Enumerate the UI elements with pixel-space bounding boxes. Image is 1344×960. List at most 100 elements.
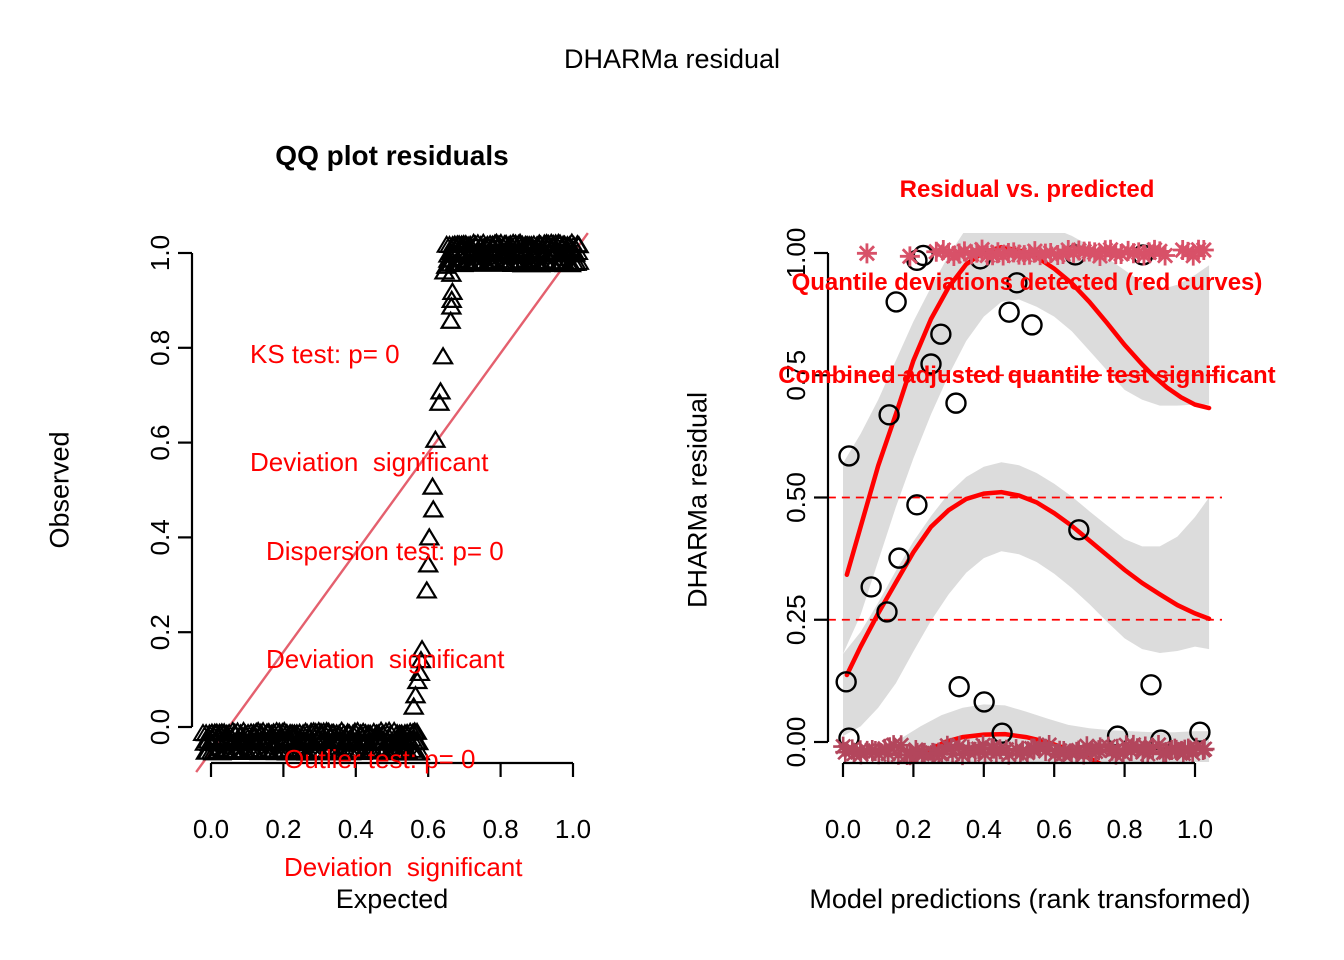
outlier-star bbox=[878, 743, 899, 764]
data-point-circle bbox=[860, 576, 882, 598]
right-y-tick-label: 0.00 bbox=[781, 717, 811, 768]
outlier-star bbox=[941, 737, 962, 758]
outlier-star bbox=[961, 244, 982, 265]
outlier-star bbox=[899, 246, 920, 267]
ci-ribbon-median-ci bbox=[843, 462, 1210, 737]
outlier-star bbox=[926, 241, 947, 262]
outlier-star bbox=[1111, 243, 1132, 264]
outlier-test-annotation: Outlier test: p= 0 Deviation significant bbox=[284, 669, 522, 957]
outlier-star bbox=[1132, 741, 1153, 762]
outlier-star bbox=[1058, 240, 1079, 261]
outlier-star bbox=[835, 742, 856, 763]
data-point-circle bbox=[838, 445, 860, 467]
qq-x-tick-label: 0.4 bbox=[338, 814, 374, 844]
outlier-star bbox=[973, 735, 994, 756]
qq-y-tick-label: 0.4 bbox=[145, 519, 175, 555]
outlier-star bbox=[1113, 743, 1134, 764]
outlier-star bbox=[1039, 735, 1060, 756]
outlier-star bbox=[1194, 739, 1215, 760]
outlier-star bbox=[1128, 242, 1149, 263]
outlier-star bbox=[1024, 738, 1045, 759]
outlier-star bbox=[1003, 242, 1024, 263]
outlier-star bbox=[1186, 737, 1207, 758]
outlier-star bbox=[1061, 743, 1082, 764]
smooth-curve-median-smooth bbox=[844, 489, 1212, 678]
qq-y-tick-label: 0.6 bbox=[145, 425, 175, 461]
data-point-circle bbox=[945, 392, 967, 414]
outlier-star bbox=[954, 241, 975, 262]
outlier-star bbox=[833, 736, 854, 757]
qq-y-axis-label: Observed bbox=[44, 431, 75, 549]
data-point-circle bbox=[885, 291, 907, 313]
outlier-star bbox=[1148, 734, 1169, 755]
qq-triangle-points bbox=[402, 249, 464, 715]
qq-reference-line bbox=[195, 232, 589, 773]
outlier-star bbox=[1063, 242, 1084, 263]
outlier-star bbox=[1193, 239, 1214, 260]
outlier-star bbox=[942, 743, 963, 764]
qq-x-tick-label: 1.0 bbox=[555, 814, 591, 844]
qq-y-tick-label: 0.0 bbox=[145, 709, 175, 745]
data-point-circle bbox=[888, 547, 910, 569]
outlier-star bbox=[1118, 240, 1139, 261]
dispersion-test-line-2: Deviation significant bbox=[266, 644, 505, 674]
right-x-tick-label: 0.6 bbox=[1036, 814, 1072, 844]
right-x-tick-label: 0.2 bbox=[895, 814, 931, 844]
residual-title-line-3: Combined adjusted quantile test signific… bbox=[778, 362, 1276, 389]
outlier-star bbox=[993, 245, 1014, 266]
ks-test-annotation: KS test: p= 0 Deviation significant bbox=[250, 264, 488, 552]
qq-y-tick-label: 0.8 bbox=[145, 330, 175, 366]
data-point-circle bbox=[1006, 272, 1028, 294]
outlier-star bbox=[949, 243, 970, 264]
outlier-star bbox=[1139, 242, 1160, 263]
qq-y-tick-label: 1.0 bbox=[145, 235, 175, 271]
right-x-tick-label: 0.4 bbox=[966, 814, 1002, 844]
outlier-star bbox=[1030, 245, 1051, 266]
data-point-circle bbox=[1021, 314, 1043, 336]
residual-title-line-2: Quantile deviations detected (red curves… bbox=[791, 269, 1263, 296]
outlier-test-line-1: Outlier test: p= 0 bbox=[284, 744, 476, 774]
right-y-tick-label: 1.00 bbox=[781, 228, 811, 279]
qq-x-tick-label: 0.2 bbox=[265, 814, 301, 844]
outlier-star bbox=[931, 743, 952, 764]
ks-test-line-2: Deviation significant bbox=[250, 447, 489, 477]
right-x-tick-label: 0.0 bbox=[825, 814, 861, 844]
qq-y-tick-label: 0.2 bbox=[145, 614, 175, 650]
outlier-star bbox=[998, 744, 1019, 765]
outlier-star bbox=[1155, 245, 1176, 266]
residual-x-axis-label: Model predictions (rank transformed) bbox=[809, 884, 1251, 914]
outlier-star bbox=[1133, 245, 1154, 266]
right-y-tick-label: 0.50 bbox=[781, 472, 811, 523]
outlier-star bbox=[966, 242, 987, 263]
data-point-circle bbox=[1140, 674, 1162, 696]
outlier-stars-bottom bbox=[833, 734, 1215, 766]
residual-plot-title: Residual vs. predicted Quantile deviatio… bbox=[730, 112, 1324, 453]
dispersion-test-annotation: Dispersion test: p= 0 Deviation signific… bbox=[266, 461, 504, 749]
outlier-star bbox=[1182, 743, 1203, 764]
data-point-circle bbox=[991, 722, 1013, 744]
outlier-star bbox=[938, 243, 959, 264]
outlier-star bbox=[1135, 736, 1156, 757]
qq-x-tick-label: 0.0 bbox=[193, 814, 229, 844]
outlier-stars-top bbox=[856, 239, 1214, 267]
qq-x-tick-label: 0.8 bbox=[483, 814, 519, 844]
data-point-circle bbox=[920, 353, 942, 375]
outlier-star bbox=[982, 245, 1003, 266]
qq-x-axis-label: Expected bbox=[335, 884, 449, 914]
data-point-circle bbox=[835, 671, 857, 693]
data-point-circle bbox=[878, 404, 900, 426]
outlier-star bbox=[1035, 741, 1056, 761]
qq-plot-title: QQ plot residuals bbox=[275, 140, 509, 171]
ks-test-line-1: KS test: p= 0 bbox=[250, 339, 400, 369]
outlier-star bbox=[1040, 242, 1061, 263]
data-point-circle bbox=[876, 601, 898, 623]
right-y-tick-label: 0.25 bbox=[781, 594, 811, 645]
outlier-star bbox=[856, 243, 877, 264]
residual-scatter-points bbox=[835, 244, 1211, 751]
outlier-star bbox=[1121, 741, 1142, 762]
outlier-star bbox=[879, 737, 900, 758]
right-y-tick-label: 0.75 bbox=[781, 350, 811, 401]
qq-x-tick-label: 0.6 bbox=[410, 814, 446, 844]
main-title: DHARMa residual bbox=[563, 44, 781, 74]
